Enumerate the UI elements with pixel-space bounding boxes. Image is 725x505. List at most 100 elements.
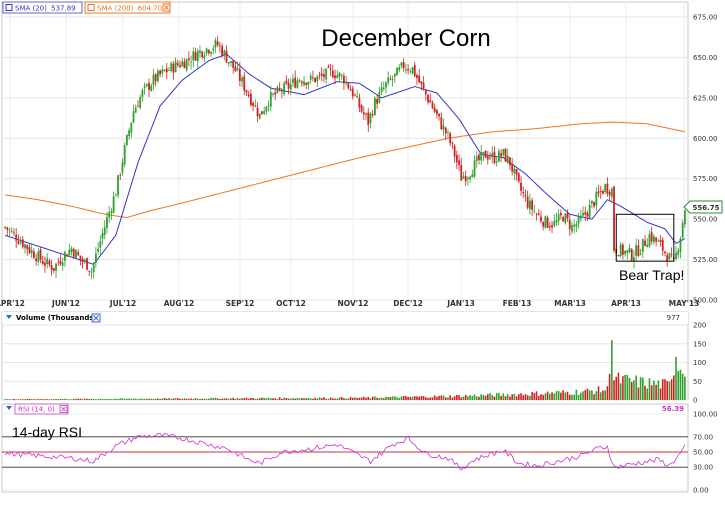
candle-body [657, 240, 660, 242]
volume-bar [103, 399, 106, 400]
volume-bar [484, 395, 487, 400]
candle-body [438, 113, 441, 117]
candle-body [132, 111, 135, 123]
volume-bar [544, 393, 547, 400]
candle-body [579, 215, 582, 219]
volume-bar [633, 380, 635, 400]
candle-body [83, 259, 86, 262]
candle-body [575, 224, 578, 227]
volume-bar [154, 399, 157, 400]
volume-bar [270, 398, 272, 400]
candle-body [449, 133, 452, 144]
candle-body [181, 61, 184, 67]
volume-bar [407, 396, 409, 400]
rsi-line [4, 432, 686, 471]
candle-body [117, 175, 119, 196]
volume-bar [110, 398, 113, 400]
candle-body [52, 267, 55, 271]
candle-body [495, 161, 498, 163]
collapse-triangle-icon[interactable] [6, 406, 12, 410]
volume-panel: 200 150 100 50 0 Volume (Thousands) 977 [1, 311, 706, 405]
candle-body [292, 78, 294, 83]
candle-body [289, 84, 292, 90]
volume-bar [677, 371, 680, 400]
volume-bar [378, 398, 381, 400]
candle-body [378, 92, 381, 103]
volume-bar [440, 395, 443, 400]
candle-body [210, 51, 212, 54]
price-y-tick: 550.00 [693, 216, 718, 224]
candle-body [10, 230, 13, 232]
volume-bar [188, 398, 190, 400]
volume-bar [343, 398, 345, 400]
volume-bar [53, 399, 55, 400]
candle-body [323, 74, 325, 78]
candle-body [393, 73, 396, 77]
volume-bar [608, 373, 611, 400]
candle-body [340, 74, 343, 76]
candle-body [533, 211, 536, 213]
candle-body [491, 152, 494, 157]
candle-body [280, 90, 283, 92]
volume-bar [411, 396, 414, 400]
volume-bar [425, 397, 427, 400]
candle-body [19, 241, 22, 244]
price-y-tick: 600.00 [693, 135, 718, 143]
candle-body [159, 70, 162, 75]
collapse-triangle-icon[interactable] [6, 315, 12, 319]
volume-bar [8, 399, 11, 400]
candle-body [453, 145, 456, 157]
volume-bar [261, 397, 263, 400]
candle-body [86, 258, 88, 270]
candle-body [59, 261, 62, 265]
candle-body [8, 229, 11, 231]
volume-bar [668, 381, 671, 400]
candle-body [621, 244, 624, 255]
candle-body [553, 221, 556, 226]
candle-body [502, 149, 505, 155]
volume-bar [511, 394, 513, 400]
volume-bar [520, 393, 522, 400]
volume-bar [349, 396, 352, 400]
volume-bar [458, 395, 460, 400]
candle-body [108, 212, 111, 218]
volume-bar [460, 397, 463, 400]
candle-body [123, 145, 126, 165]
candle-body [61, 262, 64, 266]
volume-bar [132, 398, 135, 400]
volume-header[interactable]: Volume (Thousands) [6, 313, 101, 323]
volume-bar [292, 398, 294, 400]
sma-20-legend[interactable]: SMA (20) 537.89 [2, 1, 83, 14]
volume-bar [365, 397, 367, 400]
volume-bar [192, 398, 195, 400]
sma-200-legend[interactable]: SMA (200) 604.70 [84, 1, 171, 14]
candle-body [358, 97, 361, 108]
candle-body [192, 51, 195, 61]
candle-body [562, 217, 565, 222]
volume-bar [429, 397, 432, 400]
volume-bar [309, 398, 312, 400]
candle-body [624, 250, 627, 254]
candle-body [285, 80, 288, 84]
volume-bar [46, 398, 48, 400]
volume-bar [444, 397, 447, 400]
volume-bar [628, 377, 631, 400]
candle-body [517, 173, 520, 182]
candle-body [28, 247, 31, 253]
candle-body [114, 195, 117, 197]
candle-body [30, 250, 33, 254]
candle-body [376, 99, 379, 104]
candle-body [458, 160, 460, 166]
close-icon [164, 5, 169, 10]
volume-bar [409, 396, 412, 400]
volume-bar [438, 395, 440, 400]
volume-bar [101, 398, 104, 400]
candle-body [68, 249, 71, 255]
volume-bar [447, 397, 449, 400]
volume-bar [161, 398, 164, 400]
rsi-header[interactable]: RSI (14, 0) [6, 403, 69, 415]
candle-body [566, 213, 569, 219]
volume-bar [513, 393, 516, 400]
volume-bar [402, 396, 405, 400]
volume-bar [44, 399, 46, 400]
